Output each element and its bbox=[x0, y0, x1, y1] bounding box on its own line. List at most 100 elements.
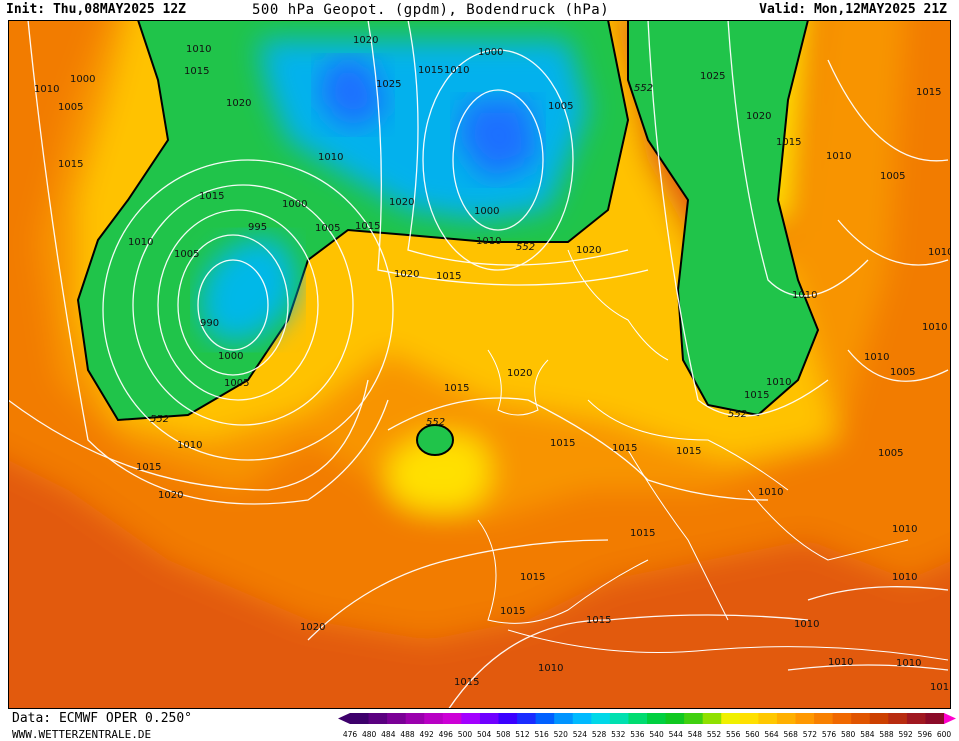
valid-time: Valid: Mon,12MAY2025 21Z bbox=[759, 2, 947, 17]
scale-tick-label: 560 bbox=[745, 730, 760, 739]
scale-tick-label: 524 bbox=[573, 730, 588, 739]
scale-cell bbox=[684, 713, 704, 724]
scale-cell bbox=[739, 713, 759, 724]
scale-tick-label: 484 bbox=[381, 730, 396, 739]
isobar-label: 1010 bbox=[186, 44, 211, 55]
scale-cell bbox=[721, 713, 741, 724]
contour-552-label: 552 bbox=[516, 242, 535, 253]
scale-tick-label: 552 bbox=[707, 730, 722, 739]
scale-tick-label: 520 bbox=[554, 730, 569, 739]
isobar-label: 1015 bbox=[184, 66, 209, 77]
contour-552-label: 552 bbox=[634, 83, 653, 94]
isobar-label: 1015 bbox=[676, 446, 701, 457]
isobar-label: 1005 bbox=[174, 249, 199, 260]
isobar-label: 1015 bbox=[612, 443, 637, 454]
scale-cell bbox=[350, 713, 370, 724]
scale-tick-label: 600 bbox=[937, 730, 952, 739]
isobar-label: 1010 bbox=[538, 663, 563, 674]
scale-cell bbox=[591, 713, 611, 724]
scale-cell bbox=[387, 713, 407, 724]
isobar-label: 1015 bbox=[916, 87, 941, 98]
isobar-label: 1010 bbox=[766, 377, 791, 388]
scale-cell bbox=[832, 713, 852, 724]
isobar-label: 1010 bbox=[444, 65, 469, 76]
isobar-label: 1005 bbox=[548, 101, 573, 112]
scale-tick-label: 596 bbox=[918, 730, 933, 739]
isobar-label: 1015 bbox=[436, 271, 461, 282]
isobar-label: 1015 bbox=[355, 221, 380, 232]
isobar-label: 1010 bbox=[922, 322, 947, 333]
scale-tick-label: 492 bbox=[419, 730, 434, 739]
weather-map: 1010 1000 1010 1005 1015 1015 1020 1020 … bbox=[8, 20, 951, 709]
scale-cell bbox=[368, 713, 388, 724]
scale-tick-label: 476 bbox=[343, 730, 358, 739]
scale-cell bbox=[869, 713, 889, 724]
isobar-label: 1010 bbox=[177, 440, 202, 451]
scale-tick-label: 540 bbox=[649, 730, 664, 739]
scale-cell bbox=[479, 713, 499, 724]
scale-cell bbox=[405, 713, 425, 724]
contour-552-label: 552 bbox=[728, 409, 747, 420]
isobar-label: 1000 bbox=[282, 199, 307, 210]
coastlines bbox=[477, 249, 949, 661]
isobar-label: 1010 bbox=[828, 657, 853, 668]
scale-tick-label: 572 bbox=[803, 730, 818, 739]
scale-tick-label: 480 bbox=[362, 730, 377, 739]
isobar-label: 1010 bbox=[128, 237, 153, 248]
scale-cell bbox=[461, 713, 481, 724]
cutoff-low bbox=[416, 424, 454, 456]
isobar-label: 1020 bbox=[300, 622, 325, 633]
scale-arrow-right bbox=[944, 713, 956, 724]
isobar-label: 1015 bbox=[444, 383, 469, 394]
isobar-label: 1010 bbox=[928, 247, 951, 258]
isobar-label: 1010 bbox=[892, 524, 917, 535]
isobar-label-group: 1010 1000 1010 1005 1015 1015 1020 1020 … bbox=[34, 35, 951, 693]
isobar-label: 1025 bbox=[376, 79, 401, 90]
isobar-label: 1020 bbox=[394, 269, 419, 280]
isobar-label: 1015 bbox=[630, 528, 655, 539]
scale-cell bbox=[906, 713, 926, 724]
isobar-label: 995 bbox=[248, 222, 267, 233]
scale-tick-label: 504 bbox=[477, 730, 492, 739]
scale-tick-label: 568 bbox=[784, 730, 799, 739]
scale-tick-label: 512 bbox=[515, 730, 530, 739]
scale-tick-label: 580 bbox=[841, 730, 856, 739]
scale-tick-label: 508 bbox=[496, 730, 511, 739]
isobar-label: 1000 bbox=[478, 47, 503, 58]
scale-cell bbox=[535, 713, 555, 724]
scale-tick-label: 500 bbox=[458, 730, 473, 739]
isobar-label: 1000 bbox=[474, 206, 499, 217]
isobar-label: 990 bbox=[200, 318, 219, 329]
isobar-label: 1010 bbox=[476, 236, 501, 247]
scale-tick-label: 496 bbox=[439, 730, 454, 739]
scale-cell bbox=[665, 713, 685, 724]
scale-cell bbox=[795, 713, 815, 724]
isobar-label: 1010 bbox=[896, 658, 921, 669]
scale-tick-label: 532 bbox=[611, 730, 626, 739]
init-time: Init: Thu,08MAY2025 12Z bbox=[6, 2, 187, 17]
isobar-label: 1010 bbox=[318, 152, 343, 163]
scale-tick-label: 592 bbox=[899, 730, 914, 739]
isobar-label: 1005 bbox=[315, 223, 340, 234]
isobar-label: 1010 bbox=[792, 290, 817, 301]
isobar-label: 1000 bbox=[70, 74, 95, 85]
isobar-label: 1020 bbox=[389, 197, 414, 208]
scale-cell bbox=[442, 713, 462, 724]
scale-cell bbox=[628, 713, 648, 724]
contour-552-label: 552 bbox=[426, 417, 445, 428]
website-credit: WWW.WETTERZENTRALE.DE bbox=[12, 728, 152, 741]
isobar-label: 1015 bbox=[520, 572, 545, 583]
isobar-label: 1020 bbox=[226, 98, 251, 109]
scale-arrow-left bbox=[338, 713, 350, 724]
isobar-label: 1015 bbox=[454, 677, 479, 688]
isobar-label: 1020 bbox=[353, 35, 378, 46]
scale-tick-label: 544 bbox=[669, 730, 684, 739]
scale-tick-label: 516 bbox=[534, 730, 549, 739]
scale-cell bbox=[758, 713, 778, 724]
contour-552-label: 552 bbox=[150, 414, 169, 425]
scale-tick-label: 548 bbox=[688, 730, 703, 739]
isobar-label: 1010 bbox=[34, 84, 59, 95]
scale-tick-label: 584 bbox=[860, 730, 875, 739]
isobar-label: 1010 bbox=[864, 352, 889, 363]
scale-tick-label: 564 bbox=[764, 730, 779, 739]
